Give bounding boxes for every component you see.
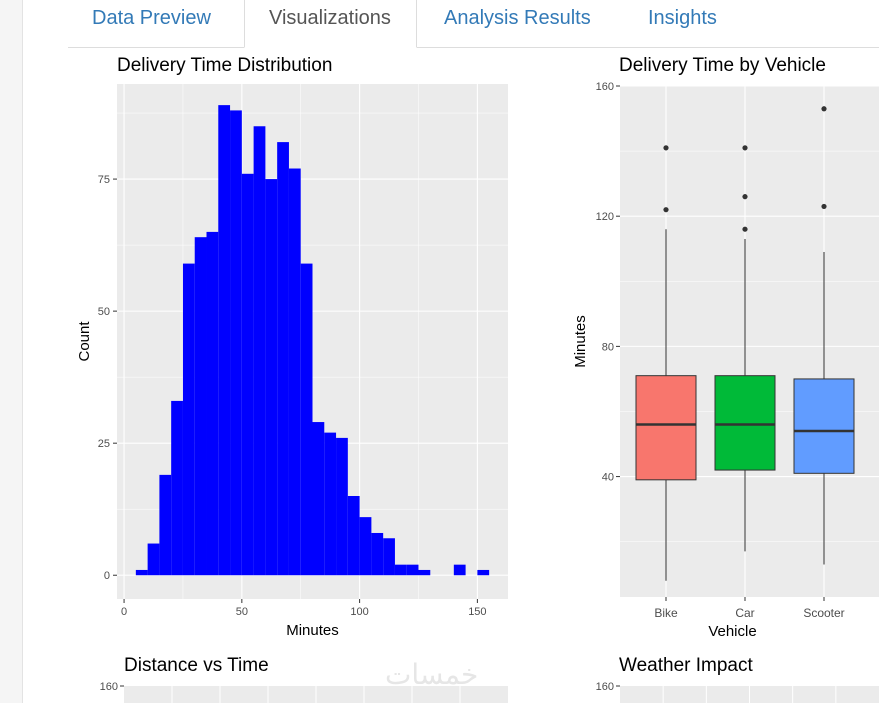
boxplot-y-tick-label: 80 bbox=[602, 341, 614, 353]
boxplot-outlier bbox=[821, 106, 827, 112]
histogram-bar bbox=[171, 400, 183, 576]
boxplot-x-tick-label: Scooter bbox=[803, 606, 844, 620]
boxplot-outlier bbox=[821, 203, 827, 210]
weather-chart: 160 bbox=[596, 681, 879, 703]
histogram-x-tick-label: 50 bbox=[236, 606, 248, 618]
histogram-bar bbox=[359, 517, 372, 576]
histogram-x-tick-label: 0 bbox=[121, 606, 127, 618]
histogram-bar bbox=[394, 564, 407, 576]
histogram-bar bbox=[135, 569, 148, 576]
histogram-y-tick-label: 50 bbox=[98, 306, 110, 318]
watermark-logo: خمسات bbox=[385, 658, 479, 691]
histogram-bar bbox=[206, 231, 219, 576]
tab-analysis-results[interactable]: Analysis Results bbox=[444, 7, 591, 29]
histogram-chart: 0 50 100 150 0 25 50 75 Minutes Count bbox=[76, 84, 508, 639]
weather-title: Weather Impact bbox=[619, 655, 753, 676]
histogram-y-tick-label: 75 bbox=[98, 174, 110, 186]
boxplot-x-tick-label: Car bbox=[735, 606, 754, 620]
boxplot-outlier bbox=[742, 226, 748, 232]
scatter-title: Distance vs Time bbox=[124, 655, 269, 676]
boxplot-y-axis-label: Minutes bbox=[572, 315, 589, 368]
histogram-bar bbox=[218, 105, 231, 576]
histogram-x-tick-label: 150 bbox=[468, 606, 486, 618]
histogram-bar bbox=[406, 564, 419, 576]
tab-bar: Data Preview Visualizations Analysis Res… bbox=[68, 0, 879, 48]
boxplot-box-scooter bbox=[793, 378, 855, 474]
boxplot-outlier bbox=[742, 194, 748, 200]
histogram-bar bbox=[241, 173, 254, 576]
histogram-bar bbox=[182, 263, 195, 576]
histogram-bar bbox=[312, 422, 325, 576]
tab-data-preview[interactable]: Data Preview bbox=[92, 7, 211, 29]
histogram-bar bbox=[194, 237, 207, 576]
boxplot-x-axis-label: Vehicle bbox=[708, 623, 756, 640]
tab-insights[interactable]: Insights bbox=[648, 7, 717, 29]
histogram-bar bbox=[324, 432, 337, 576]
histogram-bar bbox=[265, 179, 278, 576]
boxplot-box-bike bbox=[635, 375, 697, 481]
histogram-bar bbox=[418, 569, 431, 576]
histogram-bar bbox=[477, 569, 490, 576]
left-sidebar-edge bbox=[0, 0, 23, 703]
scatter-y-tick-label: 160 bbox=[100, 681, 118, 693]
boxplot-panel bbox=[620, 86, 879, 597]
boxplot-outlier bbox=[742, 145, 748, 151]
histogram-bar bbox=[253, 126, 266, 576]
histogram-bar bbox=[277, 142, 289, 576]
histogram-bar bbox=[453, 564, 466, 576]
boxplot-box-car bbox=[714, 375, 776, 471]
histogram-title: Delivery Time Distribution bbox=[117, 55, 333, 76]
histogram-bar bbox=[383, 538, 395, 576]
tab-visualizations[interactable]: Visualizations bbox=[244, 0, 417, 48]
histogram-y-tick-label: 25 bbox=[98, 438, 110, 450]
boxplot-y-tick-label: 160 bbox=[596, 81, 614, 93]
histogram-bar bbox=[288, 168, 301, 576]
histogram-x-tick-label: 100 bbox=[350, 606, 368, 618]
scatter-chart: 160 bbox=[100, 681, 508, 703]
boxplot-chart: 40 80 120 160 Bike Car Scooter Vehicle Minutes bbox=[572, 81, 879, 640]
histogram-x-axis-label: Minutes bbox=[286, 622, 339, 639]
boxplot-y-tick-label: 40 bbox=[602, 472, 614, 484]
boxplot-outlier bbox=[663, 207, 669, 213]
boxplot-title: Delivery Time by Vehicle bbox=[619, 55, 826, 76]
boxplot-y-tick-label: 120 bbox=[596, 211, 614, 223]
boxplot-x-tick-label: Bike bbox=[654, 606, 678, 620]
histogram-y-axis-label: Count bbox=[76, 321, 93, 362]
histogram-bar bbox=[147, 543, 160, 576]
histogram-bar bbox=[336, 437, 348, 576]
histogram-bar bbox=[347, 496, 360, 576]
histogram-y-tick-label: 0 bbox=[104, 570, 110, 582]
boxplot-outlier bbox=[663, 145, 669, 151]
histogram-bar bbox=[371, 532, 384, 576]
weather-y-tick-label: 160 bbox=[596, 681, 614, 693]
histogram-bar bbox=[159, 474, 172, 576]
histogram-bar bbox=[300, 263, 313, 576]
histogram-bar bbox=[230, 110, 242, 576]
